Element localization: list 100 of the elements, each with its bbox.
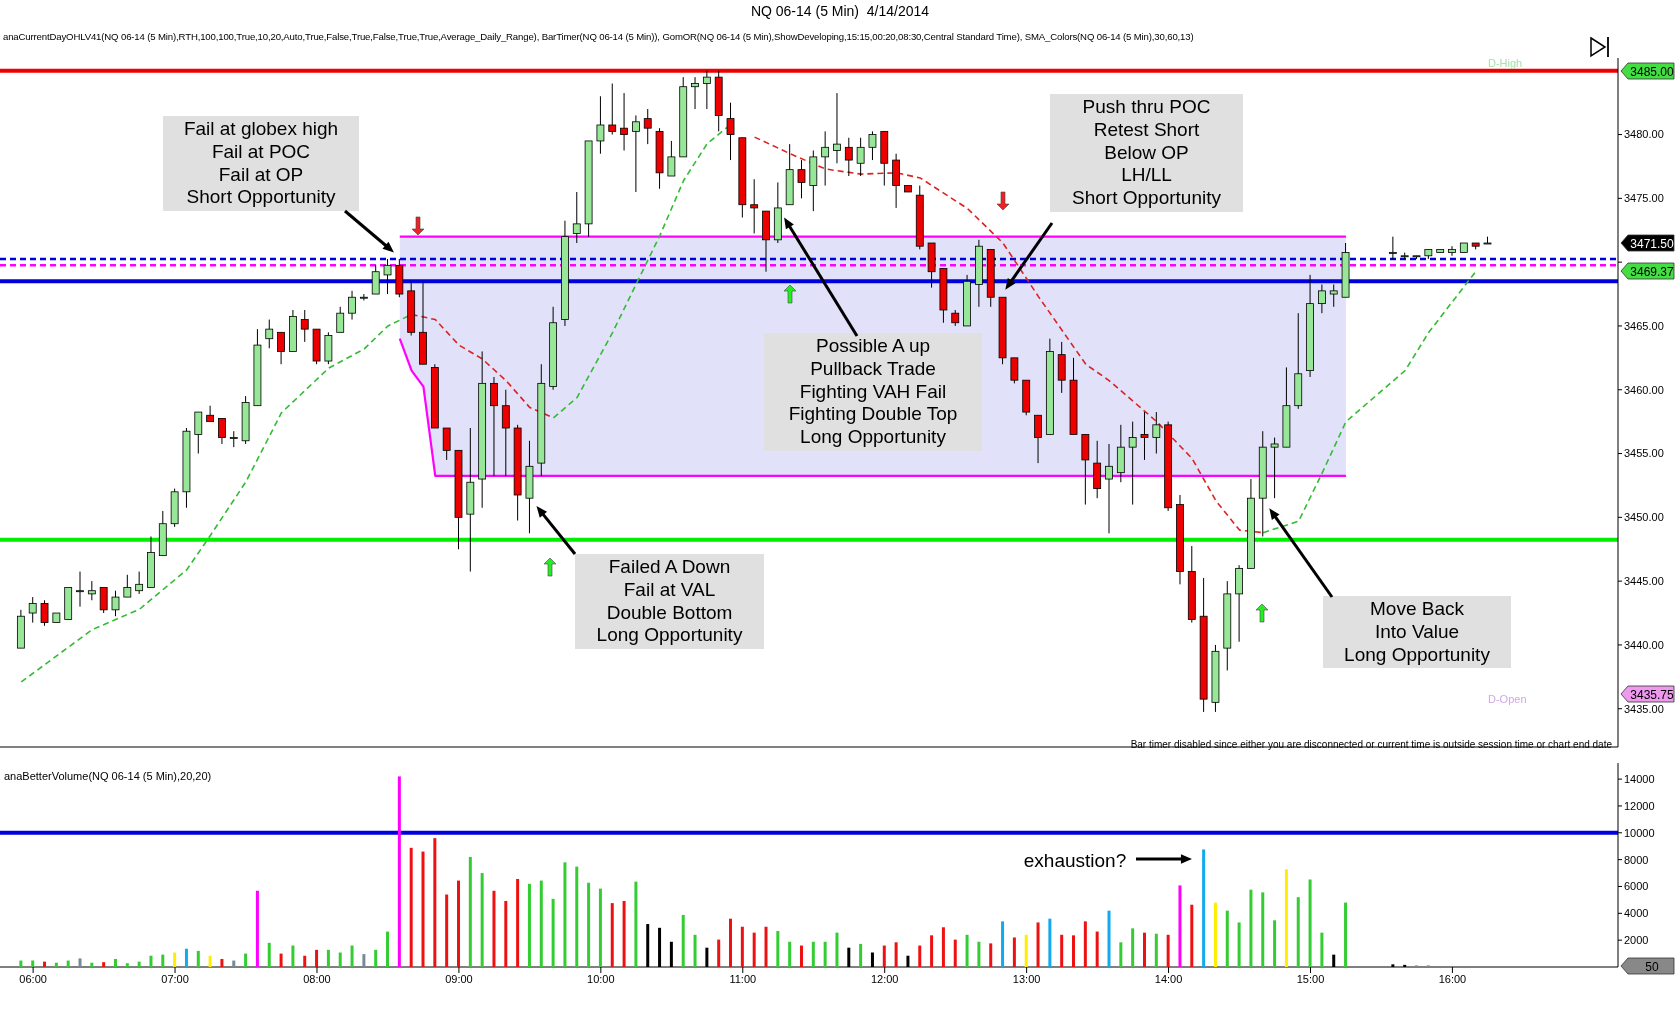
x-tick-label: 06:00 xyxy=(19,972,47,985)
bar xyxy=(232,960,236,967)
bar xyxy=(31,960,35,967)
bar xyxy=(776,931,780,967)
candlestick xyxy=(620,92,628,151)
candlestick xyxy=(123,574,132,598)
bar xyxy=(19,960,23,967)
bar xyxy=(1249,889,1253,967)
candlestick xyxy=(28,596,37,624)
y-tick-label: 3465.00 xyxy=(1624,319,1664,332)
bar xyxy=(587,882,591,967)
candlestick xyxy=(442,427,451,461)
bar xyxy=(315,949,319,967)
bar xyxy=(303,955,307,967)
candlestick xyxy=(206,405,215,423)
bar xyxy=(1036,922,1040,967)
bar xyxy=(1048,918,1052,967)
bar xyxy=(894,942,898,967)
candlestick xyxy=(300,309,309,343)
bar xyxy=(1237,922,1241,967)
bar xyxy=(338,952,342,967)
bar xyxy=(1107,910,1111,967)
bar xyxy=(799,945,803,967)
text: 3471.50 xyxy=(1630,236,1675,251)
candlestick xyxy=(868,130,877,161)
bar xyxy=(220,958,224,967)
bar xyxy=(1072,935,1076,967)
candlestick xyxy=(572,191,581,244)
bar xyxy=(244,953,248,967)
candlestick xyxy=(218,417,226,445)
y-tick-label: 12000 xyxy=(1624,799,1655,812)
bar xyxy=(291,945,295,967)
bar xyxy=(811,941,815,967)
y-tick-label: 3460.00 xyxy=(1624,383,1664,396)
candlestick xyxy=(99,587,108,614)
bar xyxy=(717,939,721,967)
bar xyxy=(468,856,472,967)
annotation: D-Open xyxy=(1488,693,1527,707)
bar xyxy=(409,847,413,967)
candlestick xyxy=(1034,414,1042,464)
bar xyxy=(66,960,70,967)
bar xyxy=(386,931,390,967)
candlestick xyxy=(383,258,392,295)
bar xyxy=(102,962,106,967)
bar xyxy=(433,838,437,967)
bar xyxy=(161,954,165,967)
bar xyxy=(1261,892,1265,967)
bar xyxy=(882,945,886,967)
bar xyxy=(835,932,839,967)
bar xyxy=(1095,931,1099,967)
candlestick xyxy=(1270,437,1279,499)
candlestick xyxy=(1152,411,1161,455)
candlestick xyxy=(371,264,380,295)
candlestick xyxy=(1140,411,1149,461)
candlestick xyxy=(359,293,368,301)
bar xyxy=(1296,897,1300,967)
bar xyxy=(1213,902,1217,967)
candlestick xyxy=(40,599,49,627)
annotation: D-High xyxy=(1488,57,1523,71)
bar xyxy=(1142,932,1146,967)
bar xyxy=(267,942,271,967)
bar xyxy=(421,851,425,967)
candlestick xyxy=(632,114,640,193)
candlestick xyxy=(596,95,605,155)
candlestick xyxy=(750,178,759,234)
bar xyxy=(114,958,117,967)
candlestick xyxy=(336,306,345,333)
line-series xyxy=(398,337,1348,477)
bar xyxy=(350,945,354,967)
bar xyxy=(740,926,744,967)
bar xyxy=(1012,937,1016,967)
candlestick xyxy=(667,140,676,177)
bar xyxy=(681,914,685,967)
candlestick xyxy=(643,108,652,145)
bar xyxy=(456,880,460,967)
bar xyxy=(622,900,626,967)
text: 3485.00 xyxy=(1630,64,1675,79)
x-tick-label: 16:00 xyxy=(1438,972,1467,985)
x-tick-label: 12:00 xyxy=(870,972,899,985)
annotation: exhaustion? xyxy=(1022,850,1128,873)
candlestick xyxy=(1329,283,1338,308)
annotation: Failed A Down Fail at VAL Double Bottom Long Opportunity xyxy=(595,556,744,648)
y-tick-label: 14000 xyxy=(1624,773,1655,786)
bar xyxy=(1202,849,1206,967)
candlestick xyxy=(87,580,96,601)
bar xyxy=(326,949,330,967)
annotation: Possible A up Pullback Trade Fighting VAH Fail Fighting Double Top Long Opportunity xyxy=(787,335,959,449)
bar xyxy=(1024,934,1028,967)
bar xyxy=(918,945,922,967)
bar xyxy=(445,894,449,967)
bar xyxy=(1308,879,1312,967)
candlestick xyxy=(702,70,711,110)
y-tick-label: 3480.00 xyxy=(1624,128,1664,141)
bar xyxy=(729,918,733,967)
bar xyxy=(953,939,957,967)
bar xyxy=(764,926,768,967)
y-tick-label: 10000 xyxy=(1624,826,1655,839)
candlestick xyxy=(76,571,84,608)
x-tick-label: 11:00 xyxy=(729,972,757,985)
candlestick xyxy=(135,571,144,595)
